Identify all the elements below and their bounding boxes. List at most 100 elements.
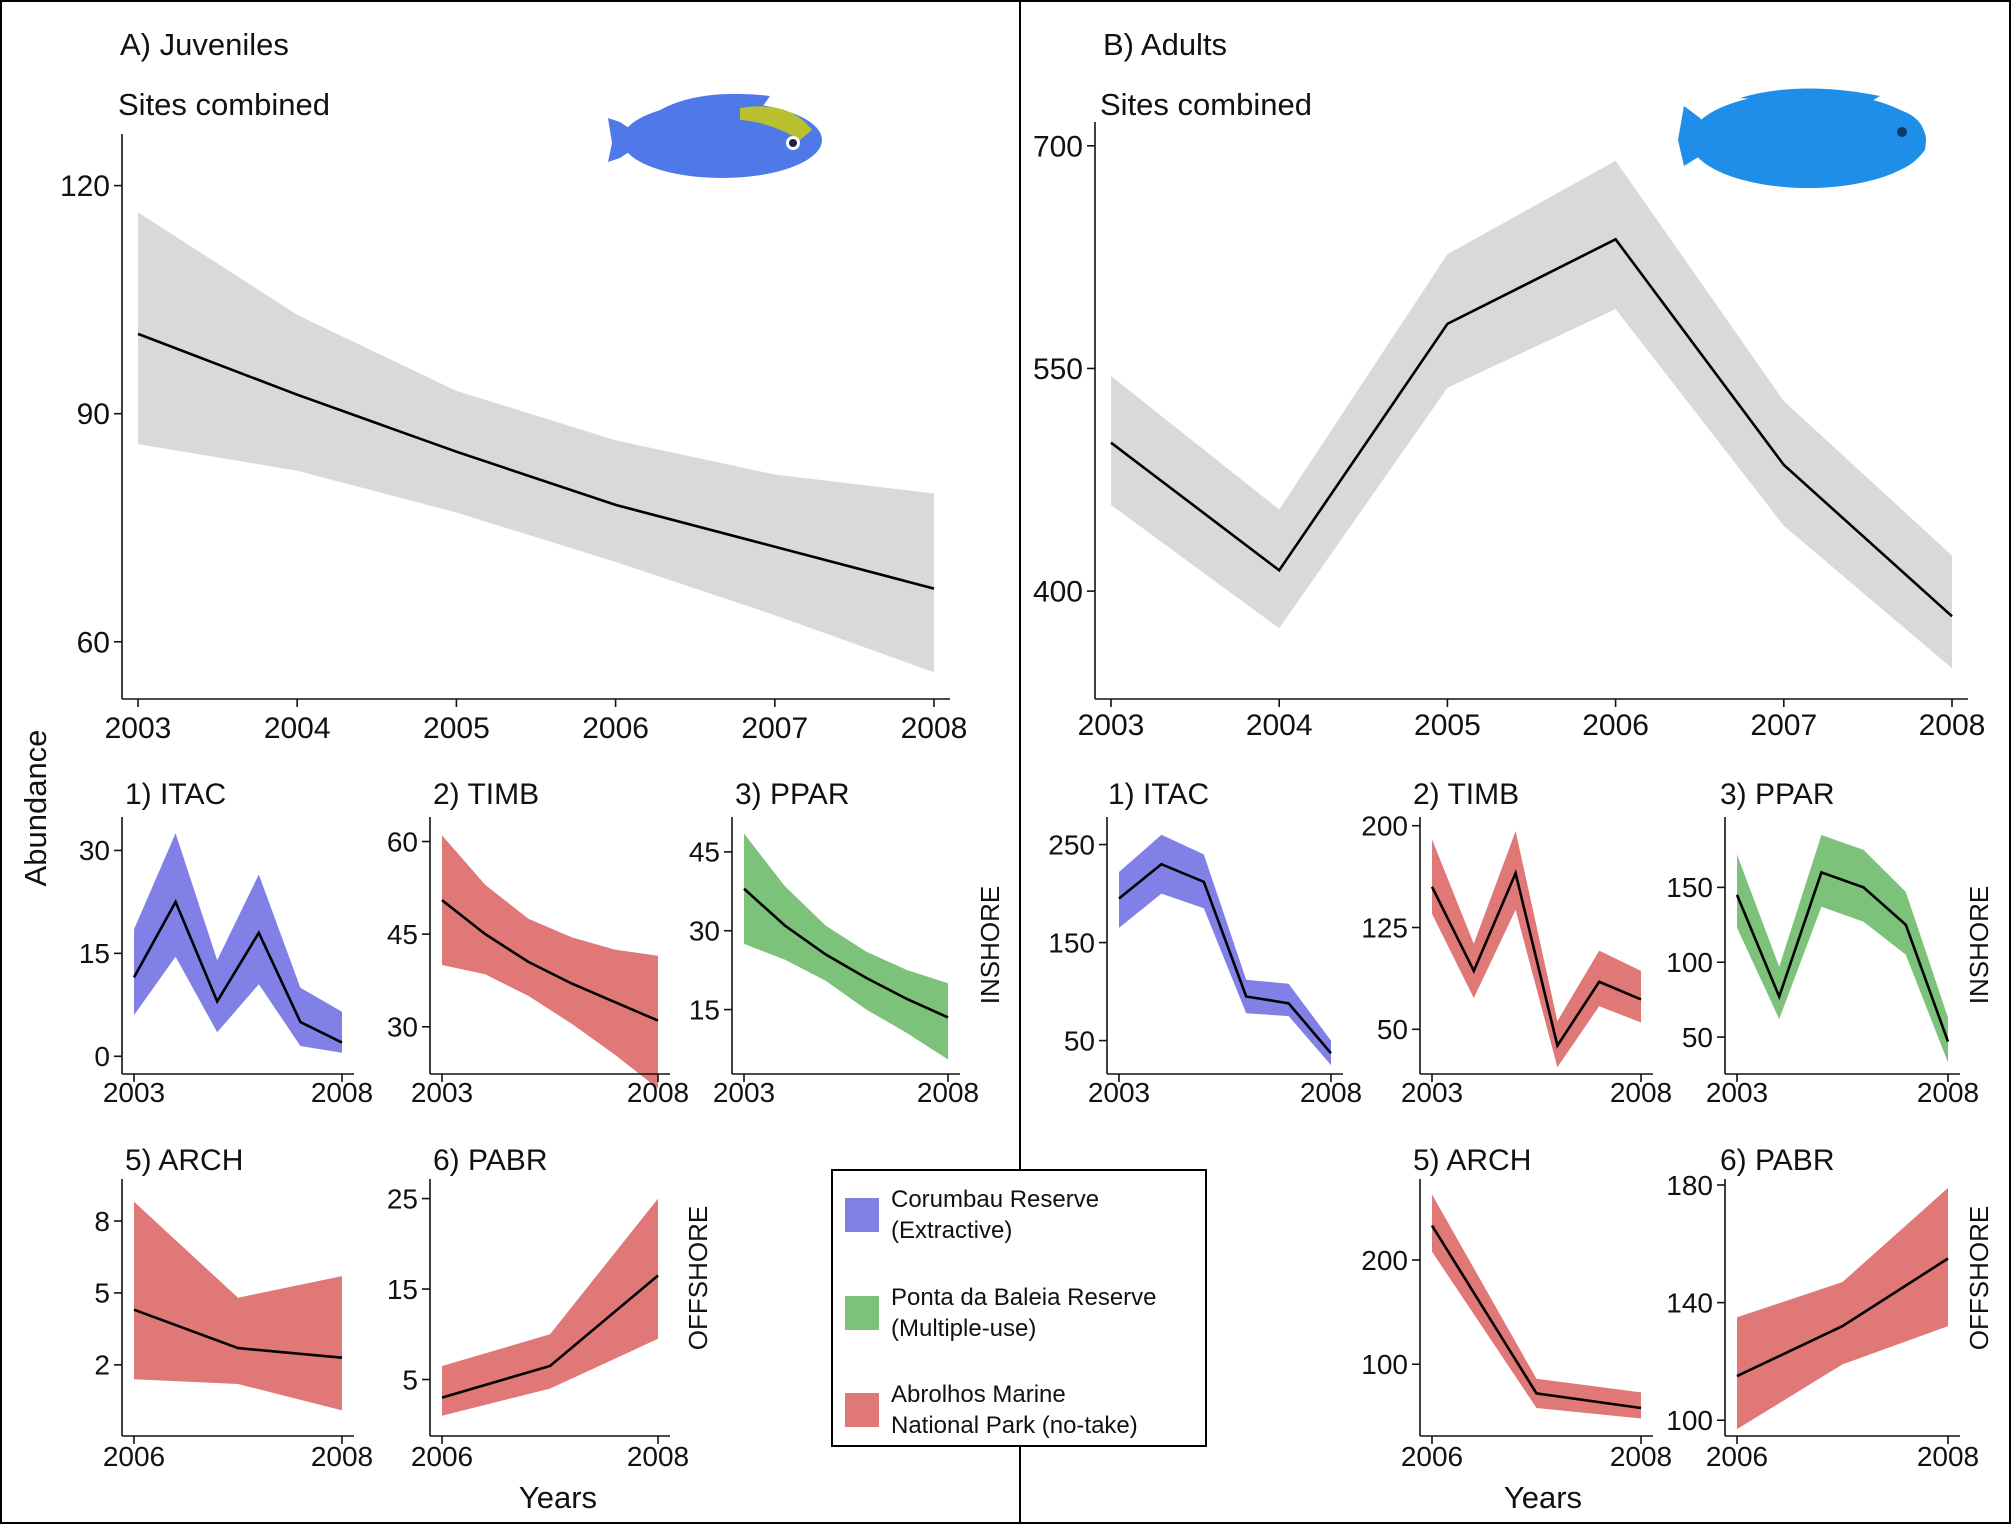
y-tick-label: 60 — [387, 826, 418, 857]
subplot-title: 5) ARCH — [1413, 1144, 1531, 1177]
legend-swatch-no-take — [845, 1393, 879, 1427]
mean-line — [441, 1274, 659, 1399]
panel-b-subtitle: Sites combined — [1100, 87, 1312, 122]
x-tick-label: 2008 — [1610, 1077, 1672, 1108]
y-tick-label: 30 — [79, 835, 110, 866]
y-tick-label: 550 — [1033, 353, 1083, 386]
mean-line — [1118, 862, 1332, 1055]
y-tick-label: 5 — [402, 1364, 418, 1395]
y-tick-label: 30 — [387, 1012, 418, 1043]
x-tick-label: 2006 — [411, 1441, 473, 1472]
subplot-title: 2) TIMB — [1413, 778, 1519, 811]
x-tick-label: 2003 — [105, 712, 172, 745]
x-tick-label: 2008 — [311, 1077, 373, 1108]
x-tick-label: 2008 — [1610, 1441, 1672, 1472]
confidence-band — [1119, 834, 1331, 1066]
confidence-band — [1432, 1194, 1641, 1419]
confidence-band — [134, 1201, 342, 1411]
legend-label-line2: (Multiple-use) — [891, 1315, 1036, 1342]
panel-b-title: B) Adults — [1103, 27, 1227, 62]
y-tick-label: 50 — [1682, 1022, 1713, 1053]
x-tick-label: 2005 — [423, 712, 490, 745]
mean-line — [441, 899, 659, 1022]
y-axis-label: Abundance — [18, 730, 53, 887]
legend-label-line1: Ponta da Baleia Reserve — [891, 1284, 1157, 1311]
juvenile-parrotfish-icon — [608, 93, 822, 178]
confidence-band — [138, 212, 934, 673]
chart-a: 60 90 120 2003 2004 2005 2006 2007 2008 — [60, 134, 967, 745]
x-tick-label: 2005 — [1414, 709, 1481, 742]
chart-b2: 50 125 200 2003 2008 2) TIMB — [1361, 778, 1672, 1108]
chart-a3: 15 30 45 2003 2008 3) PPAR — [689, 778, 979, 1108]
mean-line — [1430, 1224, 1642, 1410]
legend-swatch-multiple-use — [845, 1296, 879, 1330]
panel-a-subtitle: Sites combined — [118, 87, 330, 122]
x-tick-label: 2008 — [627, 1077, 689, 1108]
panel-adults: B) Adults Sites combined Years INSHORE O… — [1100, 27, 1994, 1515]
y-tick-label: 100 — [1666, 947, 1713, 978]
y-tick-label: 200 — [1361, 811, 1408, 842]
y-tick-label: 45 — [689, 837, 720, 868]
y-tick-label: 25 — [387, 1183, 418, 1214]
chart-b5: 100 200 2006 2008 5) ARCH — [1361, 1144, 1672, 1472]
y-tick-label: 50 — [1377, 1014, 1408, 1045]
chart-a5: 2 5 8 2006 2008 5) ARCH — [94, 1144, 373, 1472]
y-tick-label: 45 — [387, 919, 418, 950]
chart-b: 400 550 700 2003 2004 2005 2006 2007 2008 — [1033, 122, 1985, 742]
offshore-label-right: OFFSHORE — [1964, 1206, 1994, 1350]
y-tick-label: 120 — [60, 170, 110, 203]
x-tick-label: 2008 — [901, 712, 968, 745]
y-tick-label: 15 — [689, 994, 720, 1025]
legend-label-line2: National Park (no-take) — [891, 1412, 1138, 1439]
x-tick-label: 2008 — [1917, 1441, 1979, 1472]
y-tick-label: 8 — [94, 1206, 110, 1237]
y-tick-label: 30 — [689, 916, 720, 947]
y-tick-label: 15 — [387, 1274, 418, 1305]
mean-line — [133, 1308, 343, 1359]
confidence-band — [1737, 835, 1948, 1063]
x-tick-label: 2006 — [1706, 1441, 1768, 1472]
panel-juveniles: A) Juveniles Sites combined Abundance Ye… — [18, 27, 1005, 1515]
mean-line — [1430, 869, 1642, 1049]
chart-a6: 5 15 25 2006 2008 6) PABR — [387, 1144, 689, 1472]
inshore-label-right: INSHORE — [1964, 886, 1994, 1004]
adult-parrotfish-icon — [1678, 88, 1926, 188]
y-tick-label: 125 — [1361, 912, 1408, 943]
x-tick-label: 2006 — [582, 712, 649, 745]
y-tick-label: 100 — [1666, 1405, 1713, 1436]
chart-a2: 30 45 60 2003 2008 2) TIMB — [387, 778, 689, 1108]
x-tick-label: 2003 — [1078, 709, 1145, 742]
x-tick-label: 2003 — [1088, 1077, 1150, 1108]
legend-label-line1: Abrolhos Marine — [891, 1381, 1066, 1408]
y-tick-label: 200 — [1361, 1245, 1408, 1276]
x-tick-label: 2006 — [1401, 1441, 1463, 1472]
subplot-title: 2) TIMB — [433, 778, 539, 811]
confidence-band — [134, 833, 342, 1053]
mean-line — [137, 332, 935, 590]
subplot-title: 6) PABR — [1720, 1144, 1834, 1177]
panel-a-title: A) Juveniles — [120, 27, 289, 62]
confidence-band — [442, 835, 658, 1089]
y-tick-label: 2 — [94, 1350, 110, 1381]
mean-line — [743, 887, 949, 1019]
subplot-title: 3) PPAR — [735, 778, 849, 811]
mean-line — [1110, 237, 1953, 618]
confidence-band — [1111, 160, 1952, 669]
subplot-title: 3) PPAR — [1720, 778, 1834, 811]
x-tick-label: 2004 — [1246, 709, 1313, 742]
confidence-band — [442, 1198, 658, 1416]
y-tick-label: 5 — [94, 1278, 110, 1309]
y-tick-label: 150 — [1048, 927, 1095, 958]
legend-label-line1: Corumbau Reserve — [891, 1186, 1099, 1213]
y-tick-label: 250 — [1048, 829, 1095, 860]
y-tick-label: 90 — [77, 398, 110, 431]
legend-label-line2: (Extractive) — [891, 1217, 1012, 1244]
x-tick-label: 2007 — [741, 712, 808, 745]
y-tick-label: 60 — [77, 626, 110, 659]
x-tick-label: 2003 — [103, 1077, 165, 1108]
x-tick-label: 2007 — [1750, 709, 1817, 742]
chart-a1: 0 15 30 2003 2008 1) ITAC — [79, 778, 373, 1108]
y-tick-label: 180 — [1666, 1170, 1713, 1201]
